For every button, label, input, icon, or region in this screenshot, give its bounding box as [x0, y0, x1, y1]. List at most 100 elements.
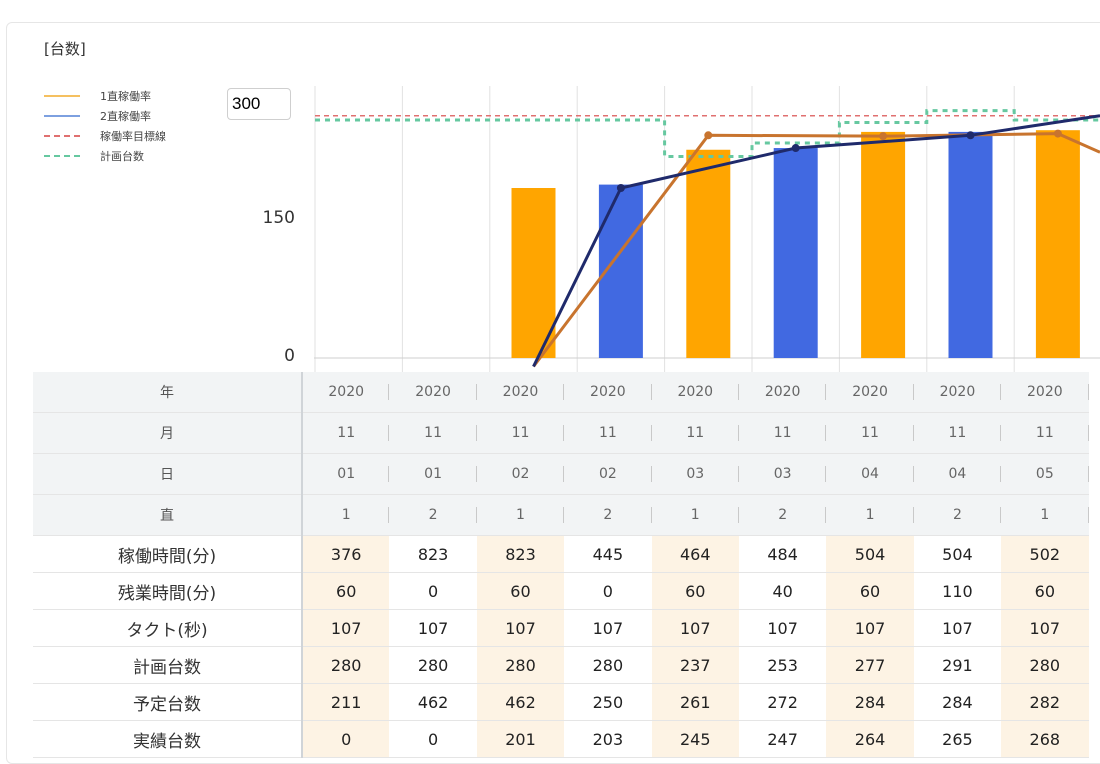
table-cell[interactable]: 60	[477, 573, 564, 610]
table-cell[interactable]: 282	[1001, 684, 1088, 721]
table-cell[interactable]: 272	[739, 684, 826, 721]
table-cell[interactable]: 60	[652, 573, 739, 610]
row-label: 月	[33, 413, 302, 454]
table-cell[interactable]: 107	[826, 610, 913, 647]
table-cell[interactable]: 280	[389, 647, 476, 684]
row-label: タクト(秒)	[33, 610, 302, 647]
table-cell[interactable]: 107	[652, 610, 739, 647]
header-cell: 11	[1001, 413, 1088, 454]
table-cell[interactable]: 464	[652, 536, 739, 573]
table-cell[interactable]: 376	[302, 536, 389, 573]
table-cell[interactable]: 201	[477, 721, 564, 758]
table-cell[interactable]: 291	[914, 647, 1001, 684]
table-cell[interactable]: 60	[1001, 573, 1088, 610]
table-cell[interactable]: 110	[914, 573, 1001, 610]
table-cell[interactable]: 265	[914, 721, 1001, 758]
header-cell: 1	[477, 495, 564, 536]
table-cell[interactable]: 284	[914, 684, 1001, 721]
table-cell[interactable]: 211	[302, 684, 389, 721]
table-cell[interactable]: 504	[826, 536, 913, 573]
table-cell[interactable]: 60	[826, 573, 913, 610]
header-cell: 2020	[477, 372, 564, 413]
header-cell: 2020	[564, 372, 651, 413]
table-cell[interactable]: 0	[302, 721, 389, 758]
table-cell[interactable]: 823	[477, 536, 564, 573]
header-cell: 2020	[914, 372, 1001, 413]
header-cell: 1	[652, 495, 739, 536]
table-cell[interactable]: 268	[1001, 721, 1088, 758]
bar-11/04-2	[949, 132, 993, 358]
table-cell[interactable]: 0	[389, 573, 476, 610]
header-cell: 1	[1001, 495, 1088, 536]
table-cell[interactable]: 107	[564, 610, 651, 647]
table-cell[interactable]: 484	[739, 536, 826, 573]
table-cell[interactable]: 107	[914, 610, 1001, 647]
point-series-1	[879, 132, 887, 140]
header-cell: 03	[739, 454, 826, 495]
header-cell: 2020	[302, 372, 389, 413]
table-cell[interactable]: 60	[302, 573, 389, 610]
row-label: 実績台数	[33, 721, 302, 758]
table-cell[interactable]: 107	[1001, 610, 1088, 647]
table-cell[interactable]: 462	[477, 684, 564, 721]
table-cell[interactable]: 40	[739, 573, 826, 610]
table-cell[interactable]: 277	[826, 647, 913, 684]
bar-11/03-1	[686, 150, 730, 358]
header-cell: 01	[389, 454, 476, 495]
table-cell[interactable]: 107	[739, 610, 826, 647]
table-cell[interactable]: 237	[652, 647, 739, 684]
table-cell[interactable]: 0	[564, 573, 651, 610]
header-cell: 2020	[389, 372, 476, 413]
table-cell[interactable]: 445	[564, 536, 651, 573]
header-cell: 2020	[739, 372, 826, 413]
table-cell[interactable]: 280	[564, 647, 651, 684]
table-cell[interactable]: 107	[302, 610, 389, 647]
row-label: 稼働時間(分)	[33, 536, 302, 573]
table-cell[interactable]: 107	[477, 610, 564, 647]
point-series-1	[704, 131, 712, 139]
header-cell: 2	[389, 495, 476, 536]
header-cell: 11	[739, 413, 826, 454]
header-cell: 2	[739, 495, 826, 536]
table-cell[interactable]: 823	[389, 536, 476, 573]
table-cell[interactable]: 253	[739, 647, 826, 684]
table-cell[interactable]: 247	[739, 721, 826, 758]
table-cell[interactable]: 264	[826, 721, 913, 758]
header-cell: 2020	[826, 372, 913, 413]
row-label: 日	[33, 454, 302, 495]
table-cell[interactable]: 107	[389, 610, 476, 647]
header-cell: 2	[914, 495, 1001, 536]
row-label: 残業時間(分)	[33, 573, 302, 610]
header-cell: 11	[914, 413, 1001, 454]
table-cell[interactable]: 280	[302, 647, 389, 684]
row-label: 年	[33, 372, 302, 413]
row-label: 計画台数	[33, 647, 302, 684]
point-series-2	[792, 144, 800, 152]
table-cell[interactable]: 284	[826, 684, 913, 721]
header-cell: 04	[826, 454, 913, 495]
table-cell[interactable]: 502	[1001, 536, 1088, 573]
point-series-1	[1054, 130, 1062, 138]
header-cell: 02	[477, 454, 564, 495]
table-cell[interactable]: 504	[914, 536, 1001, 573]
table-cell[interactable]: 245	[652, 721, 739, 758]
row-label: 直	[33, 495, 302, 536]
header-cell: 11	[826, 413, 913, 454]
table-cell[interactable]: 280	[1001, 647, 1088, 684]
bar-11/04-1	[861, 132, 905, 358]
table-cell[interactable]: 462	[389, 684, 476, 721]
table-cell[interactable]: 250	[564, 684, 651, 721]
table-cell[interactable]: 0	[389, 721, 476, 758]
table-cell[interactable]: 280	[477, 647, 564, 684]
table-cell[interactable]: 261	[652, 684, 739, 721]
bar-11/05-1	[1036, 130, 1080, 358]
table-cell[interactable]: 203	[564, 721, 651, 758]
